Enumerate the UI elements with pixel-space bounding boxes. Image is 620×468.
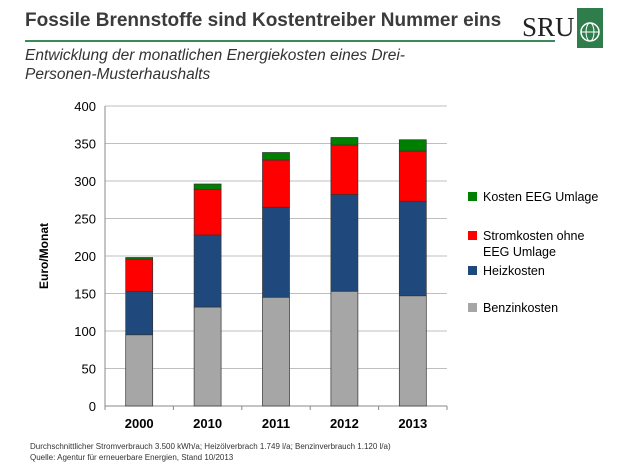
bar-segment-benzinkosten xyxy=(398,295,427,407)
legend-swatch xyxy=(468,266,477,275)
bar-segment-heizkosten xyxy=(262,206,290,298)
y-tick-label: 100 xyxy=(74,324,96,339)
x-tick-label: 2011 xyxy=(262,416,290,431)
chart-subtitle: Entwicklung der monatlichen Energiekoste… xyxy=(25,47,405,83)
bar-segment-kosten-eeg-umlage xyxy=(398,139,427,152)
bar-segment-heizkosten xyxy=(125,290,154,336)
legend-swatch xyxy=(468,192,477,201)
legend-swatch xyxy=(468,231,477,240)
y-axis-label: Euro/Monat xyxy=(37,223,51,289)
y-tick-label: 350 xyxy=(74,137,96,152)
y-tick-label: 300 xyxy=(74,174,96,189)
legend-label: Benzinkosten xyxy=(483,301,558,315)
bar-segment-stromkosten-ohne-eeg-umlage xyxy=(398,150,427,202)
x-tick-label: 2012 xyxy=(330,416,359,431)
legend-swatch xyxy=(468,303,477,312)
y-tick-label: 50 xyxy=(82,362,96,377)
bar-segment-kosten-eeg-umlage xyxy=(330,137,359,146)
bar-segment-kosten-eeg-umlage xyxy=(262,152,290,161)
bar-segment-heizkosten xyxy=(330,194,359,292)
bar-segment-benzinkosten xyxy=(125,334,154,407)
x-tick-label: 2010 xyxy=(193,416,222,431)
bar-segment-kosten-eeg-umlage xyxy=(125,257,154,260)
bar-segment-heizkosten xyxy=(398,200,427,297)
y-tick-label: 250 xyxy=(74,212,96,227)
logo-text: SRU xyxy=(522,12,575,42)
bar-segment-kosten-eeg-umlage xyxy=(193,183,222,190)
globe-icon xyxy=(577,8,603,48)
bar-segment-benzinkosten xyxy=(193,306,222,407)
page-title: Fossile Brennstoffe sind Kostentreiber N… xyxy=(25,10,502,31)
x-tick-label: 2000 xyxy=(125,416,154,431)
y-tick-label: 150 xyxy=(74,287,96,302)
footnote-source: Quelle: Agentur für erneuerbare Energien… xyxy=(30,453,234,462)
y-tick-label: 400 xyxy=(74,99,96,114)
legend-label: Heizkosten xyxy=(483,264,545,278)
title-divider xyxy=(25,40,555,42)
bar-segment-stromkosten-ohne-eeg-umlage xyxy=(125,258,154,292)
bar-segment-stromkosten-ohne-eeg-umlage xyxy=(193,188,222,236)
bar-segment-heizkosten xyxy=(193,234,222,308)
legend-label: Stromkosten ohne EEG Umlage xyxy=(483,229,584,259)
sru-logo: SRU xyxy=(520,8,615,48)
y-tick-label: 200 xyxy=(74,249,96,264)
bar-segment-benzinkosten xyxy=(262,296,290,407)
y-tick-label: 0 xyxy=(89,399,96,414)
legend-label: Kosten EEG Umlage xyxy=(483,190,598,204)
bar-segment-stromkosten-ohne-eeg-umlage xyxy=(262,159,290,208)
bar-segment-stromkosten-ohne-eeg-umlage xyxy=(330,144,359,195)
footnote-consumption: Durchschnittlicher Stromverbrauch 3.500 … xyxy=(30,442,391,451)
x-tick-label: 2013 xyxy=(398,416,427,431)
bar-segment-benzinkosten xyxy=(330,290,359,407)
